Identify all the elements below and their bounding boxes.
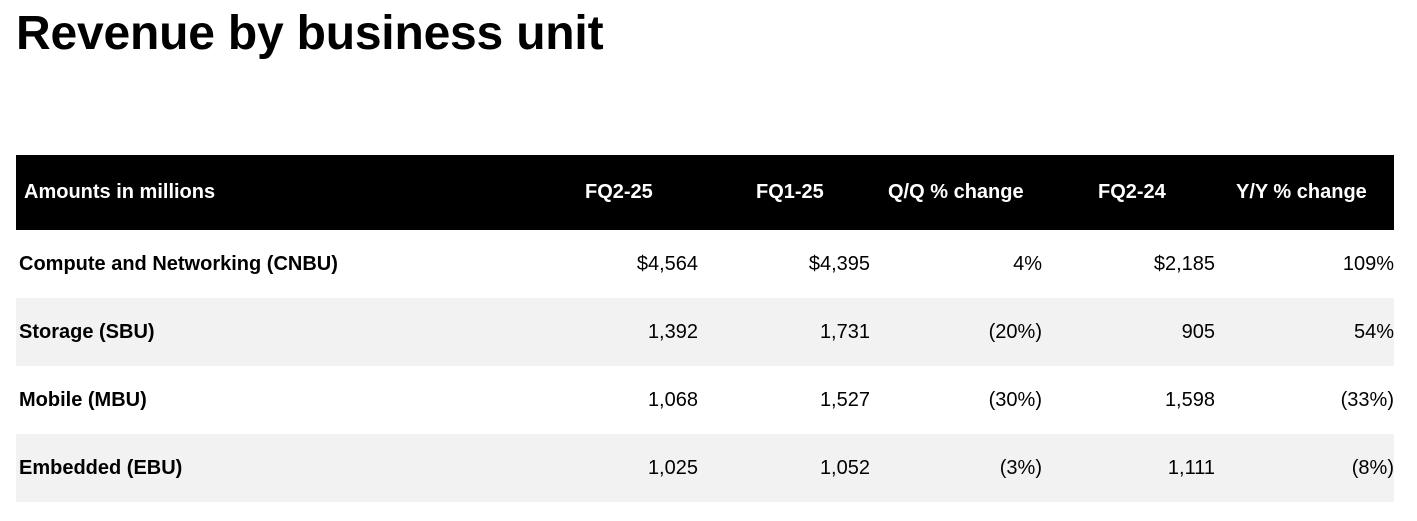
header-fq2-24: FQ2-24 xyxy=(1098,181,1166,203)
cell-fq2-25: 1,025 xyxy=(647,456,698,479)
row-label: Embedded (EBU) xyxy=(19,456,183,479)
cell-fq1-25: 1,527 xyxy=(819,388,870,411)
cell-qq-change: (20%) xyxy=(988,320,1042,343)
revenue-table: Amounts in millions FQ2-25 FQ1-25 Q/Q % … xyxy=(16,155,1394,502)
table-header-row: Amounts in millions FQ2-25 FQ1-25 Q/Q % … xyxy=(16,155,1394,230)
header-fq2-25: FQ2-25 xyxy=(585,181,653,203)
cell-fq2-25: 1,068 xyxy=(647,388,698,411)
table-row: Storage (SBU) 1,392 1,731 (20%) 905 54% xyxy=(16,298,1394,366)
cell-fq1-25: 1,731 xyxy=(819,320,870,343)
cell-yy-change: 54% xyxy=(1353,320,1394,343)
cell-fq1-25: $4,395 xyxy=(808,252,870,275)
row-label: Storage (SBU) xyxy=(19,320,155,343)
cell-qq-change: (3%) xyxy=(999,456,1042,479)
table-row: Mobile (MBU) 1,068 1,527 (30%) 1,598 (33… xyxy=(16,366,1394,434)
header-qq-change: Q/Q % change xyxy=(888,181,1024,203)
cell-fq2-25: $4,564 xyxy=(636,252,698,275)
cell-fq2-24: $2,185 xyxy=(1153,252,1215,275)
cell-yy-change: (8%) xyxy=(1351,456,1394,479)
cell-qq-change: 4% xyxy=(1013,252,1042,275)
cell-fq2-24: 1,598 xyxy=(1164,388,1215,411)
table-row: Compute and Networking (CNBU) $4,564 $4,… xyxy=(16,230,1394,298)
cell-fq2-24: 905 xyxy=(1181,320,1215,343)
header-fq1-25: FQ1-25 xyxy=(756,181,824,203)
cell-fq2-24: 1,111 xyxy=(1167,456,1215,479)
cell-yy-change: (33%) xyxy=(1340,388,1394,411)
cell-yy-change: 109% xyxy=(1342,252,1394,275)
cell-qq-change: (30%) xyxy=(988,388,1042,411)
page-title: Revenue by business unit xyxy=(16,7,604,60)
row-label: Mobile (MBU) xyxy=(19,388,147,411)
header-amounts-in-millions: Amounts in millions xyxy=(24,181,216,203)
cell-fq1-25: 1,052 xyxy=(819,456,870,479)
header-yy-change: Y/Y % change xyxy=(1236,181,1367,203)
cell-fq2-25: 1,392 xyxy=(647,320,698,343)
row-label: Compute and Networking (CNBU) xyxy=(19,252,338,275)
table-row: Embedded (EBU) 1,025 1,052 (3%) 1,111 (8… xyxy=(16,434,1394,502)
